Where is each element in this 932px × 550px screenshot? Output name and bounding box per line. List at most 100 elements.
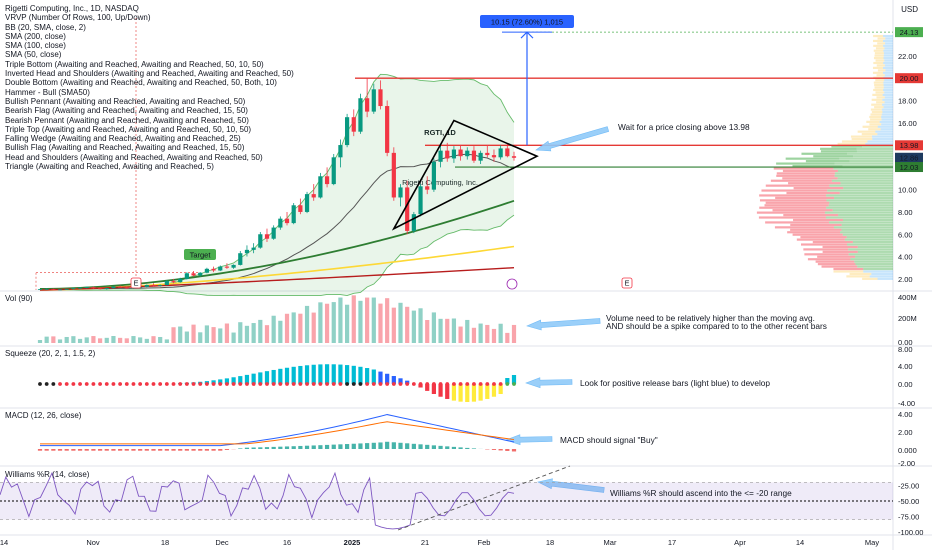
macd-histogram-bar	[271, 446, 276, 449]
indicator-legend-item[interactable]: SMA (200, close)	[5, 31, 66, 41]
macd-pane-title[interactable]: MACD (12, 26, close)	[5, 411, 82, 420]
candle-body	[144, 284, 149, 287]
time-axis-tick: Dec	[215, 538, 229, 547]
vrvp-bar	[793, 186, 844, 190]
vrvp-bar	[840, 231, 893, 234]
squeeze-axis-tick: 0.00	[898, 380, 913, 389]
vrvp-bar	[869, 115, 882, 119]
indicator-legend-item[interactable]: BB (20, SMA, close, 2)	[5, 22, 86, 32]
macd-histogram-bar	[344, 444, 350, 449]
vrvp-bar	[880, 128, 893, 131]
squeeze-bar	[498, 384, 503, 395]
indicator-legend-item[interactable]: Double Bottom (Awaiting and Reached, Awa…	[5, 78, 277, 88]
price-badge	[895, 27, 923, 38]
vrvp-bar	[783, 213, 839, 217]
macd-histogram-bar	[37, 449, 43, 451]
vrvp-bar	[883, 54, 893, 57]
indicator-legend-item[interactable]: Falling Wedge (Awaiting and Reached, Awa…	[5, 134, 241, 144]
price-axis-tick: 18.00	[898, 96, 917, 105]
indicator-legend-item[interactable]: Bearish Flag (Awaiting and Reached, Awai…	[5, 106, 248, 116]
indicator-legend-item[interactable]: VRVP (Number Of Rows, 100, Up/Down)	[5, 13, 151, 23]
volume-bar	[338, 297, 343, 343]
candle-body	[431, 161, 436, 190]
macd-signal-line	[40, 421, 515, 445]
price-badge	[895, 140, 923, 151]
squeeze-dot	[184, 382, 189, 386]
macd-histogram-bar	[298, 445, 303, 449]
volume-bar	[418, 308, 423, 343]
candle-body	[331, 157, 336, 185]
earnings-marker[interactable]	[130, 277, 142, 289]
vrvp-bar	[884, 96, 893, 99]
indicator-legend-item[interactable]: Triple Top (Awaiting and Reached, Awaiti…	[5, 124, 252, 134]
candle-body	[251, 247, 256, 250]
vrvp-bar	[882, 110, 893, 114]
indicator-legend-item[interactable]: Triangle (Awaiting and Reached, Awaiting…	[5, 162, 214, 172]
vrvp-bar	[790, 228, 842, 231]
vrvp-bar	[849, 272, 872, 276]
vrvp-bar	[852, 240, 893, 244]
vrvp-bar	[871, 272, 893, 276]
indicator-legend-item[interactable]: Hammer - Bull (SMA50)	[5, 87, 90, 97]
indicator-legend-item[interactable]: SMA (50, close)	[5, 50, 62, 60]
indicator-legend-item[interactable]: Triple Bottom (Awaiting and Reached, Awa…	[5, 59, 264, 69]
indicator-legend-item[interactable]: Bearish Pennant (Awaiting and Reached, A…	[5, 115, 249, 125]
candle-body	[57, 289, 63, 291]
event-marker[interactable]	[506, 278, 518, 290]
vrvp-bar	[844, 238, 893, 241]
volume-bar	[351, 295, 356, 343]
indicator-legend-item[interactable]: Inverted Head and Shoulders (Awaiting an…	[5, 69, 294, 79]
currency-label[interactable]: USD	[901, 5, 918, 14]
macd-histogram-bar	[64, 449, 69, 451]
vrvp-bar	[786, 191, 840, 195]
squeeze-pane-title[interactable]: Squeeze (20, 2, 1, 1.5, 2)	[5, 349, 96, 358]
volume-pane-title[interactable]: Vol (90)	[5, 294, 33, 303]
price-badge	[895, 73, 923, 84]
volume-bar	[44, 336, 49, 343]
vrvp-bar	[879, 120, 893, 123]
vrvp-bar	[872, 71, 883, 74]
vrvp-bar	[884, 64, 893, 67]
volume-axis-tick: 400M	[898, 293, 917, 302]
indicator-legend-item[interactable]: Bullish Flag (Awaiting and Reached, Awai…	[5, 143, 245, 153]
vrvp-bar	[765, 221, 830, 224]
note-price-close: Wait for a price closing above 13.98	[618, 122, 750, 132]
indicator-legend-item[interactable]: SMA (100, close)	[5, 41, 66, 51]
squeeze-dot	[418, 382, 423, 386]
williams-axis-tick: -75.00	[898, 513, 919, 522]
vrvp-bar	[792, 164, 843, 168]
indicator-legend[interactable]: Rigetti Computing, Inc., 1D, NASDAQ VRVP…	[5, 4, 294, 171]
vrvp-bar	[826, 199, 893, 202]
volume-bar	[498, 323, 503, 343]
vrvp-bar	[833, 167, 893, 170]
squeeze-dot	[338, 382, 343, 386]
vrvp-bar	[776, 162, 835, 165]
candle-body	[184, 273, 189, 279]
vrvp-bar	[785, 157, 840, 160]
vrvp-bar	[882, 71, 893, 74]
indicator-legend-item[interactable]: Head and Shoulders (Awaiting and Reached…	[5, 152, 263, 162]
vrvp-bar	[821, 265, 858, 268]
macd-histogram-bar	[224, 449, 230, 450]
vrvp-bar	[877, 133, 893, 136]
volume-bar	[178, 326, 183, 343]
squeeze-dot	[405, 382, 410, 386]
squeeze-bar	[238, 376, 243, 384]
pennant-triangle	[391, 119, 539, 231]
williams-pane-title[interactable]: Williams %R (14, close)	[5, 470, 90, 479]
vrvp-bar	[876, 96, 885, 99]
earnings-marker[interactable]	[621, 277, 633, 289]
indicator-legend-item[interactable]: Bullish Pennant (Awaiting and Reached, A…	[5, 96, 246, 106]
vrvp-bar	[851, 137, 873, 141]
vrvp-bar	[824, 211, 893, 214]
squeeze-bar	[258, 372, 263, 384]
note-macd: MACD should signal "Buy"	[560, 435, 658, 445]
volume-bar	[231, 332, 236, 343]
vrvp-bar	[839, 191, 893, 195]
squeeze-dot	[265, 382, 269, 386]
macd-histogram-bar	[211, 449, 216, 451]
squeeze-dot	[285, 382, 289, 386]
candle-body	[371, 89, 376, 112]
vrvp-bar	[834, 174, 893, 177]
